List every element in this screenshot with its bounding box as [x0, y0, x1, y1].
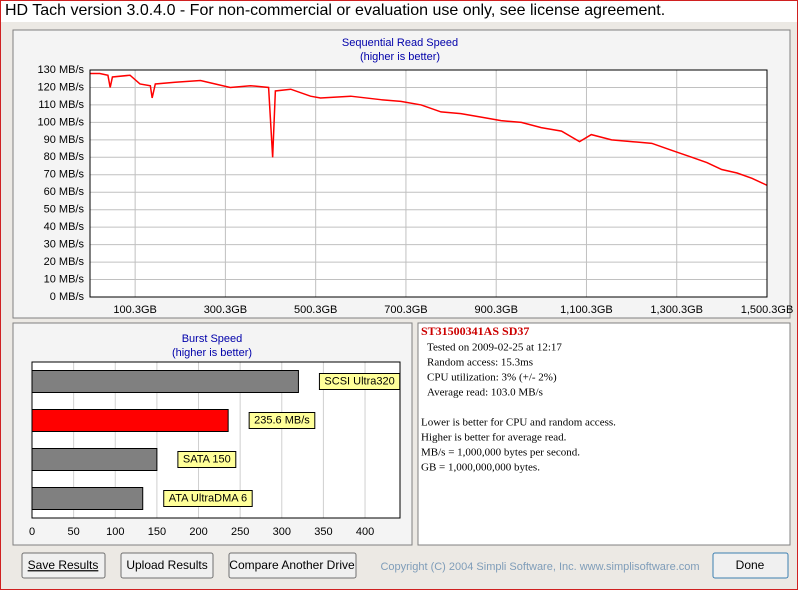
copyright: Copyright (C) 2004 Simpli Software, Inc.…: [380, 561, 699, 573]
y-tick-label: 100 MB/s: [38, 116, 85, 128]
y-tick-label: 80 MB/s: [44, 151, 85, 163]
x-tick-label: 1,300.3GB: [650, 304, 703, 316]
plot-border: [89, 69, 768, 298]
x-tick-label: 200: [189, 526, 207, 538]
y-tick-label: 70 MB/s: [44, 169, 85, 181]
info-line: CPU utilization: 3% (+/- 2%): [427, 372, 557, 384]
bar: [31, 487, 144, 510]
bar: [31, 448, 158, 471]
category-label: SATA 150: [183, 453, 231, 465]
x-tick-label: 1,500.3GB: [741, 304, 794, 316]
x-tick-label: 100: [106, 526, 124, 538]
x-tick-label: 500.3GB: [294, 304, 337, 316]
button-label[interactable]: Save Results: [28, 558, 99, 572]
y-tick-label: 60 MB/s: [44, 186, 85, 198]
bar: [31, 409, 229, 432]
x-tick-label: 300: [273, 526, 291, 538]
button[interactable]: [228, 552, 357, 579]
y-tick-label: 0 MB/s: [50, 291, 85, 303]
y-tick-label: 30 MB/s: [44, 239, 85, 251]
buttons: Save Results Upload Results Compare Anot…: [21, 552, 789, 579]
x-tick-label: 700.3GB: [384, 304, 427, 316]
x-tick-label: 350: [314, 526, 332, 538]
x-tick-label: 100.3GB: [113, 304, 156, 316]
y-tick-label: 120 MB/s: [38, 81, 85, 93]
x-tick-label: 300.3GB: [204, 304, 247, 316]
y-tick-label: 130 MB/s: [38, 64, 85, 76]
y-tick-label: 10 MB/s: [44, 273, 85, 285]
y-tick-label: 40 MB/s: [44, 221, 85, 233]
info-line: Average read: 103.0 MB/s: [427, 387, 543, 399]
label-box: [163, 490, 253, 507]
info-line: Random access: 15.3ms: [427, 357, 533, 369]
info-note: Higher is better for average read.: [421, 432, 567, 444]
button[interactable]: [21, 552, 106, 579]
chart-subtitle: (higher is better): [172, 347, 252, 359]
info-note: GB = 1,000,000,000 bytes.: [421, 462, 540, 474]
info-note: MB/s = 1,000,000 bytes per second.: [421, 447, 580, 459]
x-tick-label: 0: [29, 526, 35, 538]
button[interactable]: [120, 552, 214, 579]
chart-subtitle: (higher is better): [360, 51, 440, 63]
plot-border: [31, 361, 401, 519]
button-label[interactable]: Compare Another Drive: [229, 558, 355, 572]
value-label: 235.6 MB/s: [254, 414, 310, 426]
y-tick-label: 50 MB/s: [44, 204, 85, 216]
read-line: [90, 72, 768, 186]
x-tick-label: 50: [68, 526, 80, 538]
x-tick-label: 400: [356, 526, 374, 538]
plot-area: [89, 69, 768, 298]
x-tick-label: 1,100.3GB: [560, 304, 613, 316]
x-tick-label: 250: [231, 526, 249, 538]
label-box: [248, 412, 316, 429]
category-label: ATA UltraDMA 6: [169, 492, 247, 504]
bar: [31, 370, 299, 393]
chart-title: Burst Speed: [182, 333, 243, 345]
title-bar: [1, 1, 797, 22]
category-label: SCSI Ultra320: [324, 375, 394, 387]
drive-name: ST31500341AS SD37: [421, 324, 529, 338]
chart-title: Sequential Read Speed: [342, 37, 458, 49]
label-box: [177, 451, 237, 468]
x-tick-label: 150: [148, 526, 166, 538]
y-tick-label: 20 MB/s: [44, 256, 85, 268]
x-tick-label: 900.3GB: [474, 304, 517, 316]
y-tick-label: 110 MB/s: [38, 99, 84, 111]
button-label[interactable]: Upload Results: [126, 558, 207, 572]
info-note: Lower is better for CPU and random acces…: [421, 417, 616, 429]
button[interactable]: [712, 552, 789, 579]
info-panel: [417, 322, 791, 546]
info-line: Tested on 2009-02-25 at 12:17: [427, 342, 562, 354]
y-tick-label: 90 MB/s: [44, 134, 85, 146]
button-label[interactable]: Done: [736, 558, 765, 572]
window-title: HD Tach version 3.0.4.0 - For non-commer…: [5, 2, 665, 19]
